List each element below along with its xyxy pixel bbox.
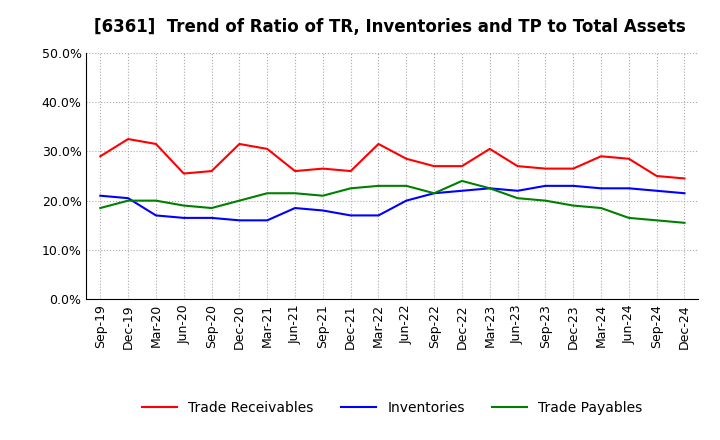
Trade Payables: [263, 191, 271, 196]
Trade Payables: [207, 205, 216, 211]
Trade Receivables: [346, 169, 355, 174]
Inventories: [541, 183, 550, 188]
Inventories: [652, 188, 661, 194]
Inventories: [235, 218, 243, 223]
Line: Trade Receivables: Trade Receivables: [100, 139, 685, 179]
Trade Receivables: [318, 166, 327, 171]
Inventories: [513, 188, 522, 194]
Trade Payables: [318, 193, 327, 198]
Inventories: [318, 208, 327, 213]
Trade Payables: [597, 205, 606, 211]
Trade Payables: [152, 198, 161, 203]
Trade Payables: [569, 203, 577, 208]
Trade Payables: [291, 191, 300, 196]
Trade Payables: [624, 215, 633, 220]
Trade Payables: [652, 218, 661, 223]
Trade Payables: [235, 198, 243, 203]
Trade Receivables: [541, 166, 550, 171]
Trade Payables: [179, 203, 188, 208]
Trade Payables: [374, 183, 383, 188]
Trade Receivables: [291, 169, 300, 174]
Trade Receivables: [513, 164, 522, 169]
Trade Payables: [124, 198, 132, 203]
Line: Inventories: Inventories: [100, 186, 685, 220]
Inventories: [346, 213, 355, 218]
Trade Receivables: [402, 156, 410, 161]
Text: [6361]  Trend of Ratio of TR, Inventories and TP to Total Assets: [6361] Trend of Ratio of TR, Inventories…: [94, 18, 685, 36]
Trade Receivables: [124, 136, 132, 142]
Trade Receivables: [680, 176, 689, 181]
Legend: Trade Receivables, Inventories, Trade Payables: Trade Receivables, Inventories, Trade Pa…: [137, 395, 648, 420]
Inventories: [291, 205, 300, 211]
Inventories: [485, 186, 494, 191]
Inventories: [124, 195, 132, 201]
Trade Payables: [346, 186, 355, 191]
Trade Receivables: [652, 173, 661, 179]
Inventories: [569, 183, 577, 188]
Inventories: [263, 218, 271, 223]
Trade Payables: [458, 178, 467, 183]
Trade Receivables: [458, 164, 467, 169]
Trade Receivables: [374, 141, 383, 147]
Inventories: [402, 198, 410, 203]
Trade Payables: [430, 191, 438, 196]
Trade Receivables: [263, 146, 271, 151]
Trade Receivables: [96, 154, 104, 159]
Trade Payables: [680, 220, 689, 225]
Trade Receivables: [597, 154, 606, 159]
Inventories: [152, 213, 161, 218]
Trade Receivables: [179, 171, 188, 176]
Trade Payables: [513, 195, 522, 201]
Inventories: [207, 215, 216, 220]
Trade Receivables: [235, 141, 243, 147]
Inventories: [374, 213, 383, 218]
Trade Receivables: [430, 164, 438, 169]
Trade Receivables: [485, 146, 494, 151]
Inventories: [458, 188, 467, 194]
Inventories: [624, 186, 633, 191]
Trade Payables: [402, 183, 410, 188]
Trade Receivables: [569, 166, 577, 171]
Trade Payables: [485, 186, 494, 191]
Inventories: [179, 215, 188, 220]
Inventories: [680, 191, 689, 196]
Trade Payables: [541, 198, 550, 203]
Inventories: [96, 193, 104, 198]
Trade Receivables: [624, 156, 633, 161]
Inventories: [430, 191, 438, 196]
Trade Receivables: [207, 169, 216, 174]
Trade Payables: [96, 205, 104, 211]
Line: Trade Payables: Trade Payables: [100, 181, 685, 223]
Inventories: [597, 186, 606, 191]
Trade Receivables: [152, 141, 161, 147]
